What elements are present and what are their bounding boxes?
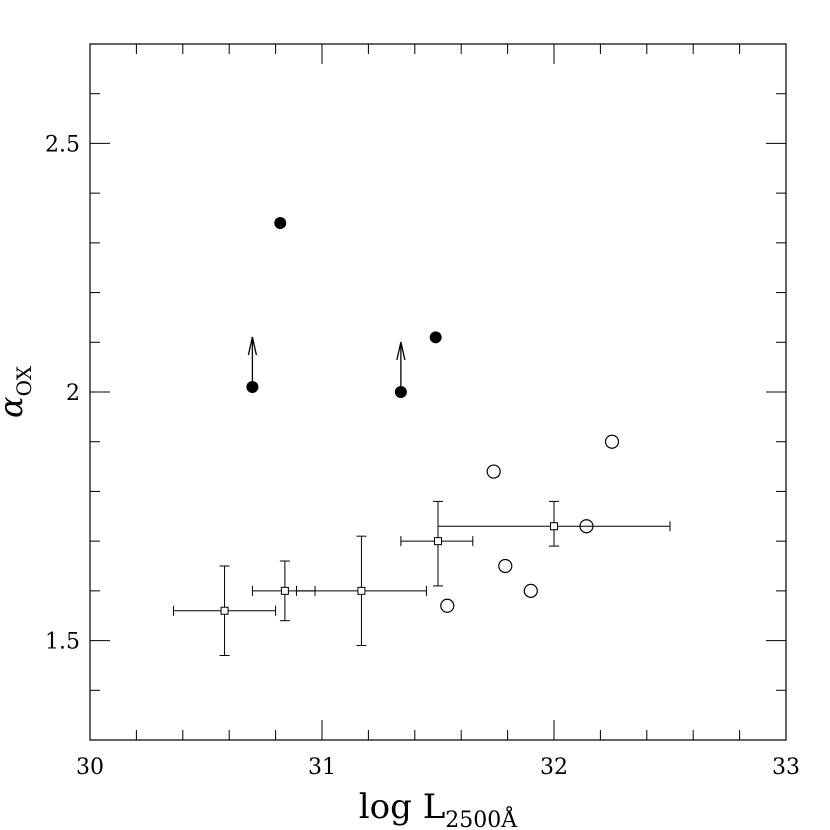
lower-limit-arrow-head <box>396 341 406 361</box>
open-point <box>604 434 620 449</box>
binned-point <box>357 586 366 595</box>
binned-point <box>280 586 289 595</box>
open-point <box>498 558 513 574</box>
lower-limit-arrow-head <box>247 336 258 356</box>
y-tick-label: 2 <box>66 381 80 406</box>
filled-point <box>429 331 442 344</box>
binned-point <box>220 606 229 615</box>
x-axis-label-subscript: 2500Å <box>445 805 518 830</box>
open-point <box>440 598 455 613</box>
x-tick-label: 32 <box>540 755 568 780</box>
x-tick-label: 33 <box>772 755 800 780</box>
x-axis-label-main: log L <box>359 787 446 827</box>
x-tick-label: 31 <box>308 755 336 780</box>
y-axis-label-subscript: OX <box>12 365 36 396</box>
plot-frame <box>89 43 787 741</box>
filled-point <box>274 216 287 229</box>
x-axis-label: log L2500Å <box>359 787 518 830</box>
binned-point <box>434 537 442 546</box>
binned-point <box>550 522 558 531</box>
x-tick-label: 30 <box>76 755 104 780</box>
y-axis-label: αOX <box>0 365 36 418</box>
y-axis-label-main: α <box>0 396 30 418</box>
y-tick-label: 1.5 <box>45 630 80 655</box>
y-tick-label: 2.5 <box>45 132 80 157</box>
open-point <box>486 464 501 479</box>
open-point <box>523 583 538 598</box>
